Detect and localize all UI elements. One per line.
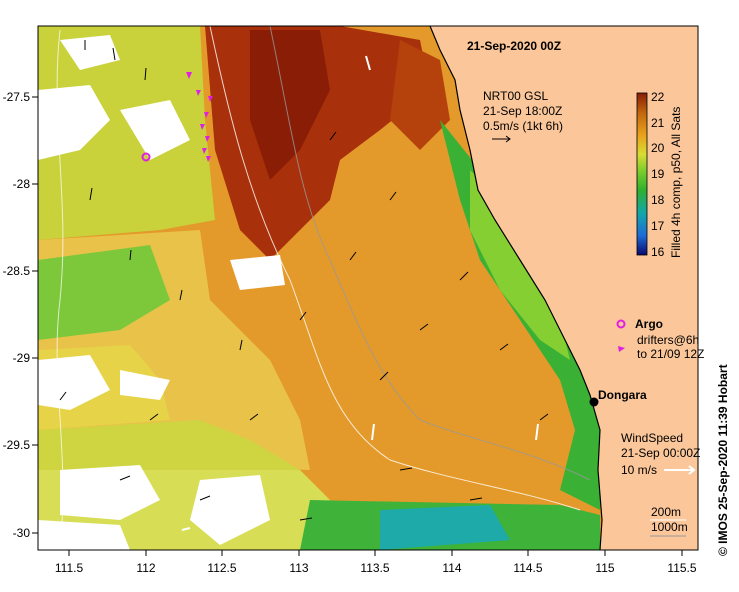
y-tick-label: -30 [13,526,31,540]
x-tick-label: 113 [289,561,308,575]
imos-credit: © IMOS 25-Sep-2020 11:39 Hobart [716,364,730,556]
land-area [430,26,698,550]
dongara-marker [589,397,599,407]
depth-legend-200m: 200m [651,505,681,519]
colorbar-tick: 16 [651,245,665,259]
drifters-legend-line2: to 21/09 12Z [637,347,704,361]
plot-area [38,26,698,550]
x-tick-label: 114.5 [513,561,542,575]
current-vectors [59,40,549,521]
dongara-label: Dongara [598,388,647,402]
y-tick-label: -29.5 [3,438,31,452]
colorbar-ticks: 22 21 20 19 18 17 16 [651,90,665,259]
wind-vectors [181,55,539,531]
y-axis-labels: -27.5 -28 -28.5 -29 -29.5 -30 [3,90,31,540]
colorbar-tick: 20 [651,141,665,155]
colorbar [636,92,648,256]
x-tick-label: 115.5 [667,561,696,575]
y-tick-label: -27.5 [3,90,31,104]
y-tick-label: -29 [13,351,31,365]
plot-frame [37,25,699,551]
x-tick-label: 114 [442,561,461,575]
colorbar-tick: 21 [651,116,665,130]
x-tick-label: 115 [595,561,614,575]
map-title: 21-Sep-2020 00Z [467,39,561,53]
current-time: 21-Sep 18:00Z [483,104,562,118]
argo-float-marker [141,152,151,162]
x-tick-label: 111.5 [55,561,84,575]
colorbar-tick: 18 [651,193,665,207]
current-source: NRT00 GSL [483,89,548,103]
axis-ticks [32,96,683,556]
colorbar-tick: 19 [651,167,665,181]
drifters-legend-line1: drifters@6h [637,333,699,347]
argo-legend-icon [616,319,626,329]
x-tick-label: 112 [136,561,155,575]
drifter-markers [186,72,213,162]
colorbar-tick: 22 [651,90,665,104]
coastline [429,26,603,550]
x-tick-label: 112.5 [207,561,236,575]
argo-legend-label: Argo [635,317,663,331]
y-tick-label: -28.5 [3,264,31,278]
drifter-legend-icon [618,346,625,352]
colorbar-tick: 17 [651,219,665,233]
wind-legend-time: 21-Sep 00:00Z [621,446,700,460]
x-tick-label: 113.5 [360,561,389,575]
y-tick-label: -28 [13,177,31,191]
current-scale: 0.5m/s (1kt 6h) [483,119,563,133]
depth-legend-1000m: 1000m [651,520,688,534]
x-axis-labels: 111.5 112 112.5 113 113.5 114 114.5 115 … [55,561,697,575]
wind-legend-scale: 10 m/s [621,463,657,477]
colorbar-label: Filled 4h comp, p50, All Sats [669,107,683,258]
wind-legend-label: WindSpeed [621,431,683,445]
